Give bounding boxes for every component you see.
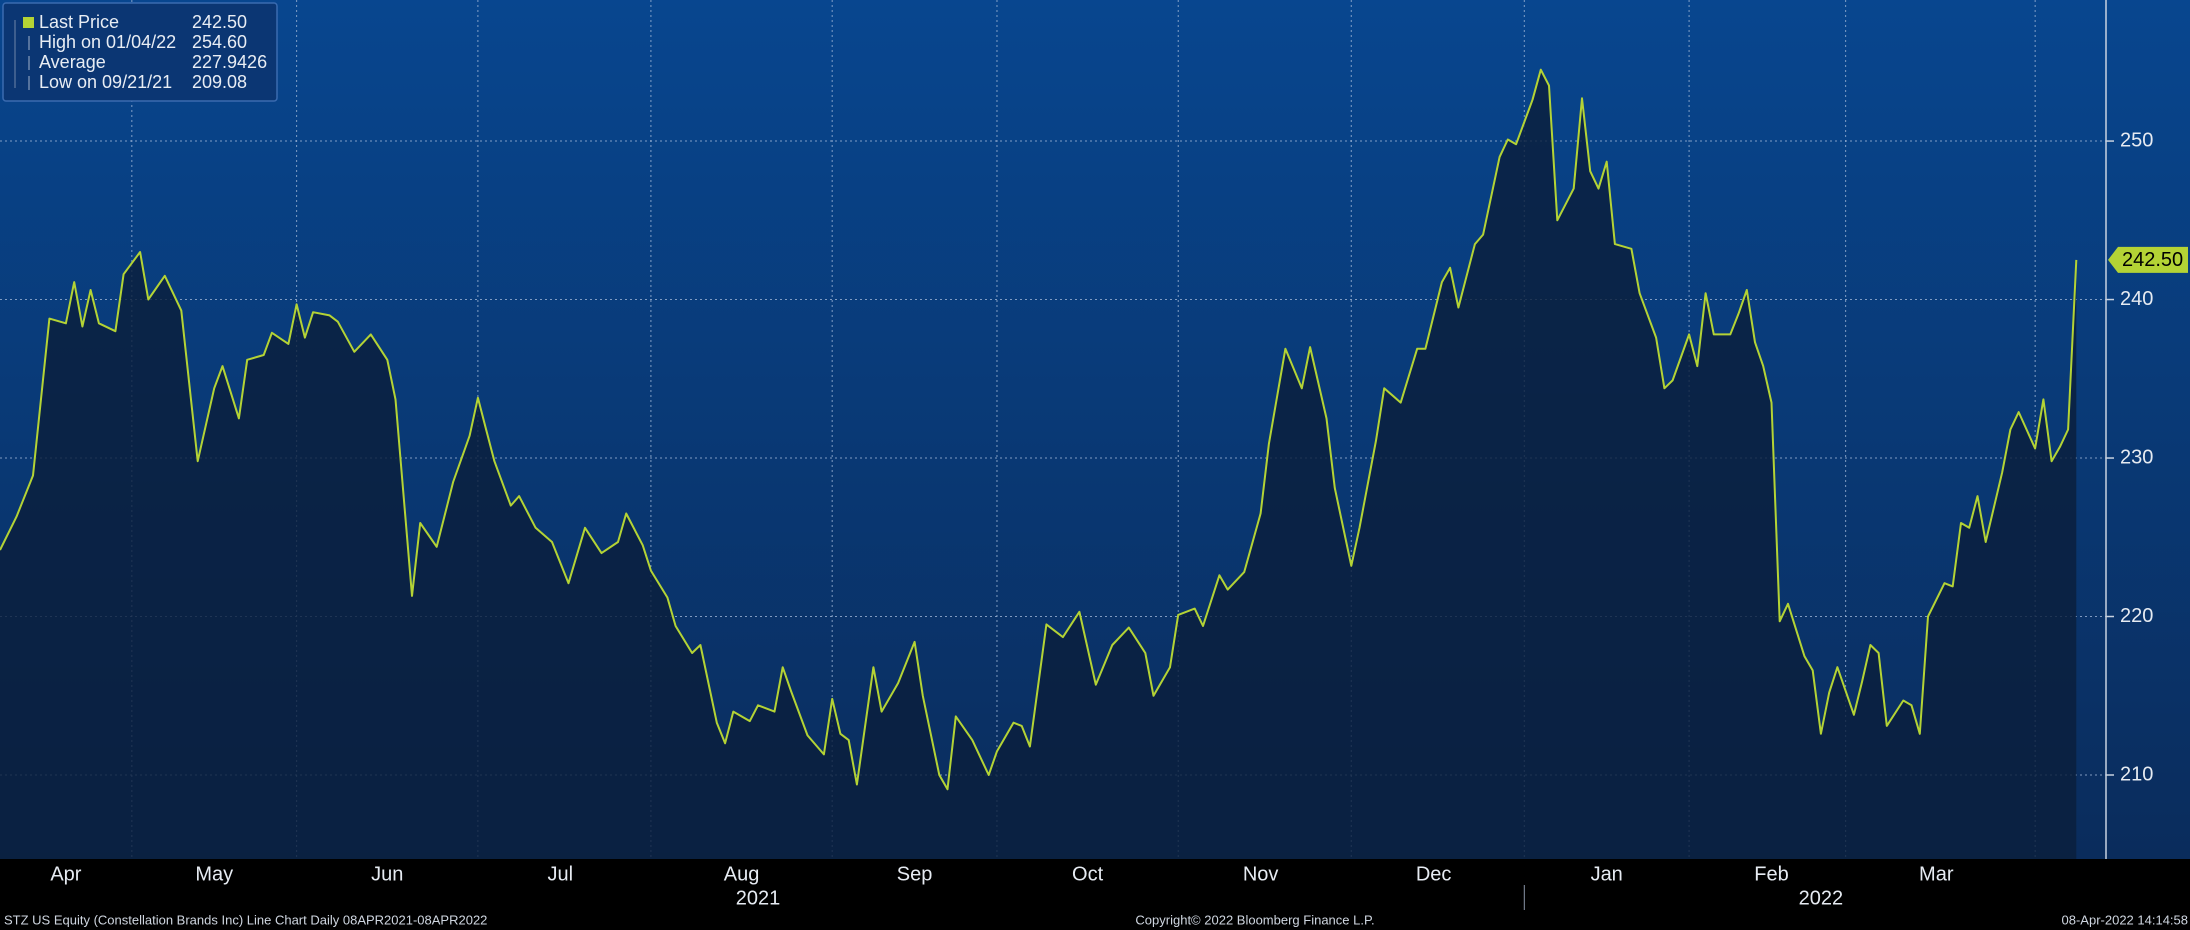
x-tick-label: Feb xyxy=(1754,863,1788,885)
legend-value: 254.60 xyxy=(192,32,247,52)
x-tick-label: Jan xyxy=(1591,863,1623,885)
last-price-tag xyxy=(2108,246,2188,273)
x-tick-label: Apr xyxy=(50,863,81,885)
year-label: 2022 xyxy=(1799,887,1844,909)
year-label: 2021 xyxy=(736,887,781,909)
legend-label: Low on 09/21/21 xyxy=(39,72,172,92)
legend-value: 242.50 xyxy=(192,12,247,32)
y-tick-label: 220 xyxy=(2120,605,2153,627)
x-tick-label: Jul xyxy=(547,863,573,885)
x-tick-label: Nov xyxy=(1243,863,1279,885)
legend-value: 227.9426 xyxy=(192,52,267,72)
x-tick-label: Oct xyxy=(1072,863,1104,885)
axis-background xyxy=(0,859,2190,930)
axes: 210 220 230 240 250 Apr May Jun Jul Aug Sep Oct Nov D… xyxy=(50,0,2188,910)
x-tick-label: May xyxy=(195,863,233,885)
x-tick-label: Jun xyxy=(371,863,403,885)
x-tick-label: Sep xyxy=(897,863,933,885)
legend-label: High on 01/04/22 xyxy=(39,32,176,52)
legend: Last Price 242.50 High on 01/04/22 254.60 Av… xyxy=(2,2,278,102)
legend-value: 209.08 xyxy=(192,72,247,92)
y-tick-label: 230 xyxy=(2120,446,2153,468)
footer-left: STZ US Equity (Constellation Brands Inc)… xyxy=(4,912,487,927)
last-price-label: 242.50 xyxy=(2122,249,2183,271)
x-tick-label: Aug xyxy=(724,863,760,885)
y-tick-label: 210 xyxy=(2120,763,2153,785)
footer-center: Copyright© 2022 Bloomberg Finance L.P. xyxy=(1135,912,1374,927)
data xyxy=(0,68,2078,859)
area xyxy=(0,69,2077,859)
legend-box xyxy=(2,2,278,102)
x-tick-label: Mar xyxy=(1919,863,1954,885)
legend-label: Last Price xyxy=(39,12,119,32)
legend-swatch xyxy=(23,17,34,28)
y-tick-label: 250 xyxy=(2120,129,2153,151)
legend-label: Average xyxy=(39,52,106,72)
footer-right: 08-Apr-2022 14:14:58 xyxy=(2062,912,2188,927)
x-tick-label: Dec xyxy=(1416,863,1452,885)
y-tick-label: 240 xyxy=(2120,288,2153,310)
price-line xyxy=(0,68,2078,791)
